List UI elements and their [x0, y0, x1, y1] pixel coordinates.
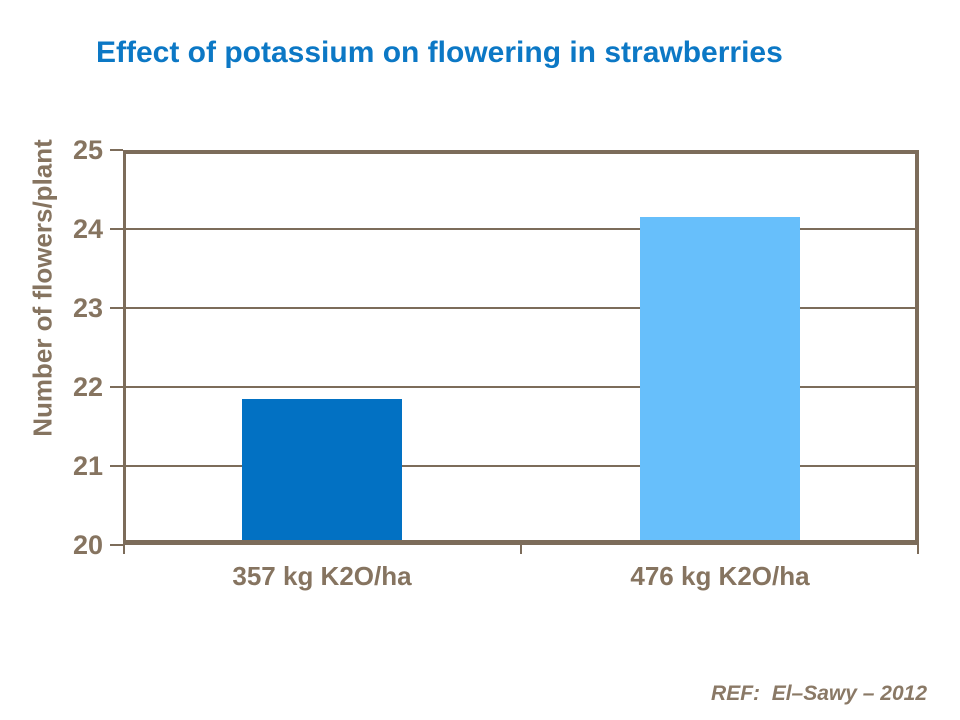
gridline	[123, 386, 919, 388]
x-tick-label: 357 kg K2O/ha	[232, 561, 412, 591]
y-axis-tick	[110, 544, 123, 546]
bar-357-kg-k2o-ha	[242, 398, 402, 545]
chart-title: Effect of potassium on flowering in stra…	[96, 36, 783, 69]
y-axis-tick	[110, 149, 123, 151]
x-axis-tick	[917, 545, 919, 554]
x-axis-tick	[123, 545, 125, 554]
y-axis-tick	[110, 386, 123, 388]
y-axis-tick	[110, 465, 123, 467]
gridline	[123, 465, 919, 467]
y-tick-label: 22	[72, 372, 103, 402]
bar-476-kg-k2o-ha	[640, 217, 800, 545]
gridline	[123, 228, 919, 230]
plot-area: 20 21 22 23 24 25 357 kg K2O/ha 476 kg K2O/ha	[73, 135, 919, 591]
gridline	[123, 307, 919, 309]
x-tick-label: 476 kg K2O/ha	[630, 561, 810, 591]
y-tick-label: 23	[72, 293, 103, 323]
reference-note: REF: El–Sawy – 2012	[711, 682, 927, 705]
y-tick-label: 20	[72, 530, 103, 560]
y-tick-label: 21	[72, 451, 103, 481]
y-tick-label: 24	[72, 214, 103, 244]
y-axis-tick	[110, 228, 123, 230]
y-tick-label: 25	[72, 135, 103, 165]
y-axis-tick	[110, 307, 123, 309]
x-axis-tick	[520, 545, 522, 554]
